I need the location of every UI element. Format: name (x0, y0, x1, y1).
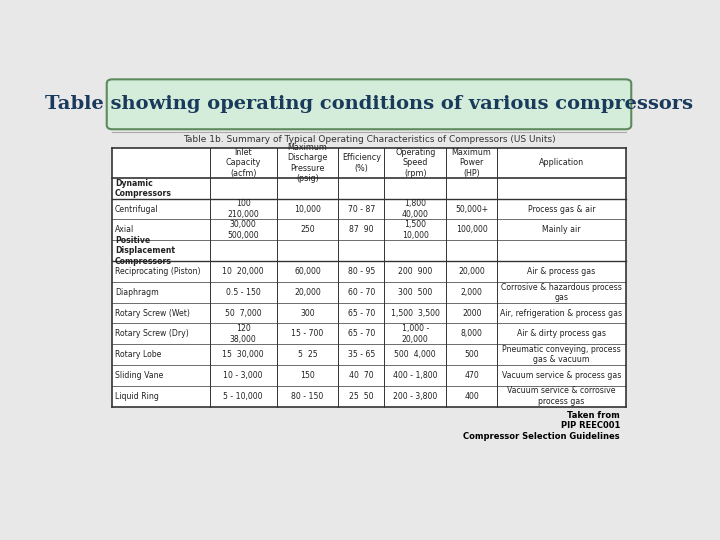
Text: Process gas & air: Process gas & air (528, 205, 595, 214)
Text: 60,000: 60,000 (294, 267, 321, 276)
Text: Rotary Screw (Dry): Rotary Screw (Dry) (115, 329, 189, 339)
Text: Reciprocating (Piston): Reciprocating (Piston) (115, 267, 201, 276)
Text: Maximum
Discharge
Pressure
(psig): Maximum Discharge Pressure (psig) (287, 143, 328, 183)
Text: Inlet
Capacity
(acfm): Inlet Capacity (acfm) (225, 148, 261, 178)
Text: Rotary Screw (Wet): Rotary Screw (Wet) (115, 308, 190, 318)
Text: 50,000+: 50,000+ (455, 205, 488, 214)
Text: 30,000
500,000: 30,000 500,000 (228, 220, 259, 240)
Text: 25  50: 25 50 (349, 392, 374, 401)
Text: 500  4,000: 500 4,000 (395, 350, 436, 359)
Text: Air & process gas: Air & process gas (527, 267, 595, 276)
Text: 120
38,000: 120 38,000 (230, 324, 256, 343)
Text: Mainly air: Mainly air (542, 225, 581, 234)
Text: 20,000: 20,000 (459, 267, 485, 276)
Text: 2000: 2000 (462, 308, 482, 318)
Text: Efficiency
(%): Efficiency (%) (342, 153, 381, 173)
Text: Liquid Ring: Liquid Ring (115, 392, 159, 401)
Text: Maximum
Power
(HP): Maximum Power (HP) (451, 148, 492, 178)
Bar (112, 148, 626, 407)
Text: Positive
Displacement
Compressors: Positive Displacement Compressors (115, 236, 175, 266)
Text: 60 - 70: 60 - 70 (348, 288, 375, 297)
Text: 5  25: 5 25 (297, 350, 318, 359)
Text: Pneumatic conveying, process
gas & vacuum: Pneumatic conveying, process gas & vacuu… (502, 345, 621, 364)
Text: 50  7,000: 50 7,000 (225, 308, 261, 318)
Text: 2,000: 2,000 (461, 288, 482, 297)
Text: 10 - 3,000: 10 - 3,000 (223, 371, 263, 380)
Text: 1,500  3,500: 1,500 3,500 (391, 308, 440, 318)
Text: 0.5 - 150: 0.5 - 150 (226, 288, 261, 297)
Text: 100
210,000: 100 210,000 (228, 199, 259, 219)
Text: 40  70: 40 70 (349, 371, 374, 380)
Text: 10  20,000: 10 20,000 (222, 267, 264, 276)
Text: Sliding Vane: Sliding Vane (115, 371, 163, 380)
Text: 1,000 -
20,000: 1,000 - 20,000 (402, 324, 429, 343)
Text: Operating
Speed
(rpm): Operating Speed (rpm) (395, 148, 436, 178)
Text: 400: 400 (464, 392, 479, 401)
Text: 1,800
40,000: 1,800 40,000 (402, 199, 428, 219)
Text: 80 - 95: 80 - 95 (348, 267, 375, 276)
Text: Table showing operating conditions of various compressors: Table showing operating conditions of va… (45, 95, 693, 113)
Text: 80 - 150: 80 - 150 (292, 392, 323, 401)
Text: Air, refrigeration & process gas: Air, refrigeration & process gas (500, 308, 623, 318)
Text: 70 - 87: 70 - 87 (348, 205, 375, 214)
Text: 20,000: 20,000 (294, 288, 321, 297)
Text: Vacuum service & process gas: Vacuum service & process gas (502, 371, 621, 380)
Text: Axial: Axial (115, 225, 135, 234)
Text: 200  900: 200 900 (398, 267, 432, 276)
Text: 150: 150 (300, 371, 315, 380)
Text: 100,000: 100,000 (456, 225, 487, 234)
Text: 65 - 70: 65 - 70 (348, 308, 375, 318)
Text: 200 - 3,800: 200 - 3,800 (393, 392, 437, 401)
Text: Diaphragm: Diaphragm (115, 288, 159, 297)
Text: Vacuum service & corrosive
process gas: Vacuum service & corrosive process gas (508, 387, 616, 406)
Text: Corrosive & hazardous process
gas: Corrosive & hazardous process gas (501, 282, 622, 302)
Text: 470: 470 (464, 371, 479, 380)
Text: 5 - 10,000: 5 - 10,000 (223, 392, 263, 401)
Text: 87  90: 87 90 (349, 225, 374, 234)
Text: 400 - 1,800: 400 - 1,800 (393, 371, 438, 380)
Text: Rotary Lobe: Rotary Lobe (115, 350, 161, 359)
Text: Table 1b. Summary of Typical Operating Characteristics of Compressors (US Units): Table 1b. Summary of Typical Operating C… (183, 135, 555, 144)
Text: Dynamic
Compressors: Dynamic Compressors (115, 179, 172, 198)
Text: 10,000: 10,000 (294, 205, 321, 214)
Text: 35 - 65: 35 - 65 (348, 350, 375, 359)
Text: 300  500: 300 500 (398, 288, 432, 297)
Text: 8,000: 8,000 (461, 329, 482, 339)
Text: Air & dirty process gas: Air & dirty process gas (517, 329, 606, 339)
Text: Centrifugal: Centrifugal (115, 205, 158, 214)
Text: 65 - 70: 65 - 70 (348, 329, 375, 339)
Text: 15  30,000: 15 30,000 (222, 350, 264, 359)
Text: 250: 250 (300, 225, 315, 234)
Text: Application: Application (539, 158, 584, 167)
Text: 1,500
10,000: 1,500 10,000 (402, 220, 428, 240)
Text: 500: 500 (464, 350, 479, 359)
FancyBboxPatch shape (107, 79, 631, 129)
Text: Taken from
PIP REEC001
Compressor Selection Guidelines: Taken from PIP REEC001 Compressor Select… (464, 411, 620, 441)
Text: 300: 300 (300, 308, 315, 318)
Text: 15 - 700: 15 - 700 (292, 329, 323, 339)
